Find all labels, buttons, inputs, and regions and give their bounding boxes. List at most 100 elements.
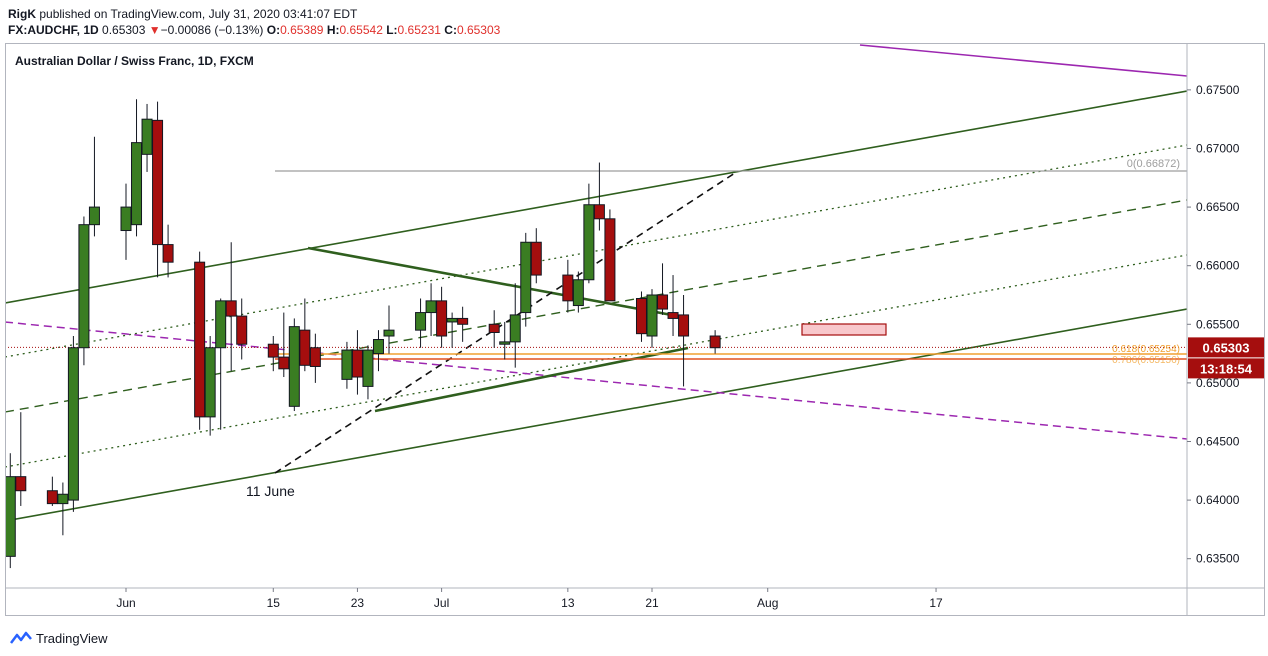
candle-body-up <box>215 300 227 349</box>
candle <box>657 263 669 315</box>
price-tick-label: 0.64500 <box>1196 434 1240 448</box>
publisher-name[interactable]: RigK <box>8 7 36 21</box>
candle-body-up <box>572 279 584 307</box>
low-value: 0.65231 <box>397 23 441 37</box>
candle <box>425 283 437 337</box>
purple-trendline <box>859 44 1187 77</box>
candle <box>162 224 174 278</box>
candle <box>57 482 69 536</box>
candle-body-up <box>288 326 300 407</box>
chart-frame <box>5 43 1265 616</box>
candle <box>351 330 363 395</box>
candle <box>415 298 427 348</box>
annotation-11-june: 11 June <box>246 483 295 499</box>
candle-body-up <box>88 206 100 226</box>
candle <box>709 330 721 354</box>
candle-body-down <box>236 315 248 345</box>
price-tick-label: 0.64000 <box>1196 493 1240 507</box>
candle-body-up <box>372 339 384 355</box>
highlight-box <box>801 323 887 336</box>
candle <box>436 286 448 348</box>
candle <box>288 318 300 412</box>
candle <box>509 283 521 368</box>
wedge-upper-line <box>307 246 689 320</box>
candle-body-down <box>152 119 164 246</box>
candle <box>604 209 616 302</box>
time-tick-label: 21 <box>645 596 659 610</box>
close-value: 0.65303 <box>456 23 501 37</box>
open-value: 0.65389 <box>280 23 324 37</box>
candle-body-down <box>351 349 363 378</box>
candle-body-down <box>709 335 721 349</box>
candle-body-up <box>204 347 216 418</box>
swing-dashed-line <box>274 170 739 474</box>
candle <box>278 312 290 378</box>
candle-body-down <box>562 274 574 302</box>
candle-body-up <box>57 493 69 505</box>
low-label: L: <box>386 23 398 37</box>
channel-quarter-line <box>6 254 1187 468</box>
time-tick-label: 17 <box>929 596 943 610</box>
candle <box>646 289 658 348</box>
price-tick-label: 0.66000 <box>1196 259 1240 273</box>
open-label: O: <box>266 23 281 37</box>
candle <box>67 336 79 512</box>
footer: TradingView <box>0 620 1268 656</box>
change-arrow-icon: ▼ <box>148 23 161 37</box>
candle <box>341 341 353 389</box>
candle <box>88 136 100 237</box>
candle <box>499 321 511 360</box>
candle-body-down <box>267 343 279 358</box>
candle-body-down <box>162 244 174 263</box>
high-value: 0.65542 <box>339 23 383 37</box>
fib-618-label: 0.618(0.65254) <box>1112 344 1180 355</box>
time-tick-label: 15 <box>267 596 281 610</box>
candle-body-up <box>646 294 658 337</box>
chart-header: RigK published on TradingView.com, July … <box>0 0 1268 42</box>
channel-three-quarter-line <box>6 144 1187 358</box>
publish-line: RigK published on TradingView.com, July … <box>8 6 1260 22</box>
candle <box>583 183 595 284</box>
symbol-label: FX:AUDCHF, 1D <box>8 23 99 37</box>
candle <box>141 103 153 172</box>
candle-body-up <box>131 142 143 226</box>
channel-upper-line <box>6 90 1187 304</box>
candle-body-down <box>678 314 690 337</box>
candle <box>267 336 279 372</box>
candle-body-down <box>457 317 469 325</box>
candle <box>46 476 58 506</box>
price-tick-label: 0.63500 <box>1196 552 1240 566</box>
candle-body-down <box>309 347 321 367</box>
countdown-badge <box>1188 358 1264 379</box>
fib-786-label: 0.786(0.65156) <box>1112 355 1180 366</box>
candle-body-up <box>583 204 595 281</box>
candle <box>194 251 206 430</box>
candle <box>309 333 321 383</box>
candle <box>15 412 27 506</box>
candle-body-down <box>225 300 237 317</box>
candle-body-down <box>436 300 448 337</box>
candle <box>530 228 542 284</box>
candle-body-up <box>499 341 511 345</box>
candle-body-down <box>299 329 311 366</box>
candle-body-down <box>488 323 500 333</box>
fib-zero-label: 0(0.66872) <box>1127 158 1180 170</box>
candle-body-up <box>520 241 532 314</box>
candle <box>678 294 690 387</box>
candle <box>120 183 132 260</box>
time-tick-label: Jun <box>116 596 135 610</box>
candle <box>236 298 248 360</box>
candlestick-chart[interactable]: 0(0.66872) 0.618(0.65254)0.786(0.65156) 11… <box>5 43 1265 616</box>
symbol-line: FX:AUDCHF, 1D 0.65303 ▼−0.00086 (−0.13%)… <box>8 22 1260 38</box>
time-tick-label: Aug <box>757 596 778 610</box>
candle-body-down <box>15 476 27 492</box>
candle-body-down <box>194 261 206 418</box>
candle-body-down <box>604 218 616 302</box>
footer-brand[interactable]: TradingView <box>36 630 108 646</box>
high-label: H: <box>326 23 340 37</box>
time-tick-label: Jul <box>434 596 449 610</box>
candle <box>78 216 90 366</box>
candle-body-down <box>278 356 290 370</box>
candle-body-up <box>341 349 353 380</box>
candle <box>362 345 374 400</box>
